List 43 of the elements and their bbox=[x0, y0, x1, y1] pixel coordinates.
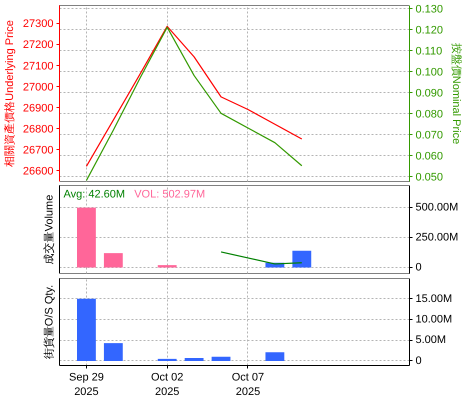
text: Avg: 42.60M bbox=[64, 188, 126, 200]
bar bbox=[77, 298, 96, 361]
y-tick-label: 26700 bbox=[22, 144, 54, 156]
y-tick-label: 26800 bbox=[22, 123, 54, 136]
y-tick-label: 26600 bbox=[22, 166, 54, 178]
x-tick-label: Oct 02 2025 bbox=[150, 372, 184, 398]
y-tick-label: 27000 bbox=[22, 81, 54, 94]
bar bbox=[104, 253, 123, 268]
y2-tick-label: 250.00M bbox=[416, 232, 458, 244]
y2-axis-title: 按盤價Nominal Price bbox=[450, 42, 464, 144]
y2-tick-label: 0.050 bbox=[416, 171, 444, 184]
y2-tick-label: 15.00M bbox=[416, 292, 452, 305]
y-tick-label: 27100 bbox=[22, 60, 54, 72]
bar bbox=[265, 352, 284, 361]
bar bbox=[212, 356, 230, 361]
y2-tick-label: 0.120 bbox=[416, 24, 444, 36]
bar bbox=[158, 265, 177, 268]
y-tick-label: 26900 bbox=[22, 102, 54, 114]
x-tick-label: Oct 07 2025 bbox=[232, 372, 264, 398]
y2-tick-label: 0.080 bbox=[416, 108, 444, 120]
y2-tick-label: 0.090 bbox=[416, 87, 444, 100]
y-axis-title: 相關資產價格Underlying Price bbox=[2, 20, 16, 167]
x-tick-label: Sep 29 2025 bbox=[68, 372, 104, 398]
y-axis-title: 成交量Volume bbox=[42, 194, 56, 264]
y2-tick-label: 0.130 bbox=[416, 3, 444, 16]
y2-tick-label: 0 bbox=[416, 354, 422, 367]
line-series bbox=[220, 251, 302, 265]
y2-tick-label: 0.110 bbox=[416, 45, 442, 58]
y2-tick-label: 0.060 bbox=[416, 150, 444, 162]
y-tick-label: 27300 bbox=[22, 18, 54, 30]
y2-tick-label: 10.00M bbox=[416, 314, 452, 326]
y2-tick-label: 0.070 bbox=[416, 129, 444, 142]
y2-tick-label: 0 bbox=[416, 262, 422, 274]
bar bbox=[77, 208, 96, 268]
y-tick-label: 27200 bbox=[22, 39, 54, 52]
text: VOL: 502.97M bbox=[134, 188, 206, 200]
bar bbox=[104, 343, 123, 361]
y2-tick-label: 5.00M bbox=[416, 334, 446, 346]
bar bbox=[184, 358, 204, 361]
y2-tick-label: 500.00M bbox=[416, 202, 458, 214]
bar bbox=[292, 250, 312, 268]
y2-tick-label: 0.100 bbox=[416, 66, 444, 78]
y-axis-title: 街貨量O/S Qty. bbox=[42, 284, 56, 360]
